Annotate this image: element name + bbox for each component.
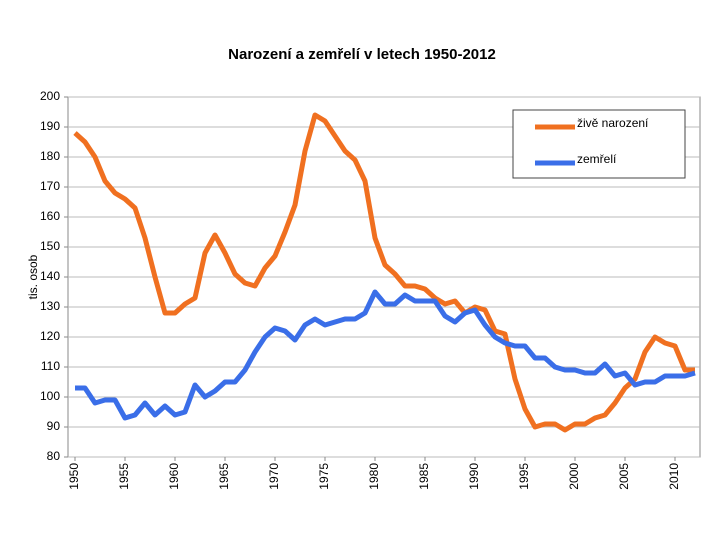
- y-tick-label: 180: [40, 149, 60, 163]
- x-tick-label: 2000: [567, 463, 581, 490]
- y-tick-label: 150: [40, 239, 60, 253]
- x-tick-label: 1960: [167, 463, 181, 490]
- series-line: [75, 289, 696, 421]
- x-tick-label: 2005: [617, 463, 631, 490]
- y-axis-label: tis. osob: [26, 254, 40, 299]
- legend-label: živě narození: [577, 116, 649, 130]
- x-tick-label: 1975: [317, 463, 331, 490]
- y-tick-label: 120: [40, 329, 60, 343]
- series-line: [73, 112, 695, 433]
- x-tick-label: 1980: [367, 463, 381, 490]
- y-tick-label: 90: [47, 419, 61, 433]
- legend-label: zemřelí: [577, 152, 617, 166]
- y-tick-label: 110: [41, 359, 60, 373]
- x-tick-label: 1955: [117, 463, 131, 490]
- x-tick-label: 2010: [667, 463, 681, 490]
- legend-box: [512, 109, 686, 179]
- y-tick-label: 200: [40, 89, 60, 103]
- y-tick-label: 160: [40, 209, 60, 223]
- chart-title: Narození a zemřelí v letech 1950-2012: [228, 46, 496, 63]
- x-tick-label: 1970: [267, 463, 281, 490]
- x-tick-label: 1965: [217, 463, 231, 490]
- y-tick-label: 100: [40, 389, 60, 403]
- y-tick-label: 190: [40, 119, 60, 133]
- x-tick-label: 1990: [467, 463, 481, 490]
- x-tick-label: 1950: [67, 463, 81, 490]
- y-tick-label: 130: [40, 299, 60, 313]
- y-tick-label: 140: [40, 269, 60, 283]
- x-tick-label: 1995: [517, 463, 531, 490]
- x-tick-label: 1985: [417, 463, 431, 490]
- y-tick-label: 80: [47, 449, 61, 463]
- y-tick-label: 170: [40, 179, 60, 193]
